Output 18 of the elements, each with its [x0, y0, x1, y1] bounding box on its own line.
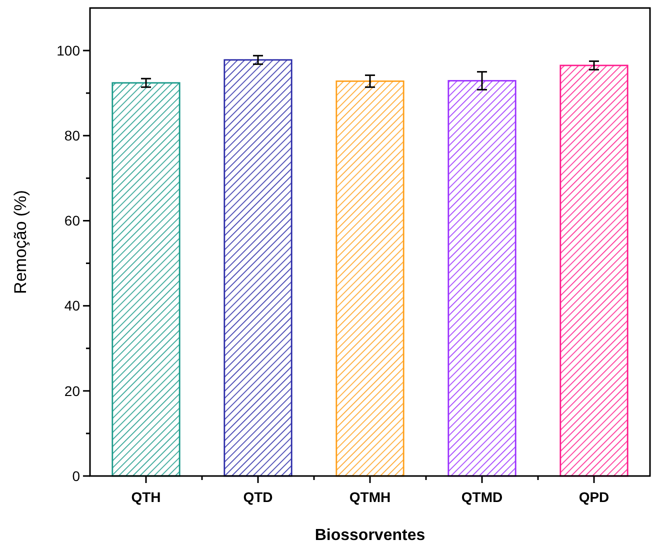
y-tick-label: 20 [64, 382, 80, 399]
bar [336, 80, 404, 477]
y-tick-label: 100 [56, 42, 80, 58]
x-tick-label: QTMH [349, 489, 391, 505]
bar [224, 59, 292, 477]
bar [560, 64, 628, 477]
y-tick-label: 60 [64, 212, 80, 229]
y-axis-title: Remoção (%) [11, 190, 30, 294]
bar [112, 82, 180, 477]
x-tick-label: QTH [131, 489, 161, 505]
x-tick-label: QTMD [461, 489, 503, 505]
y-tick-label: 0 [72, 468, 80, 484]
y-tick-label: 80 [64, 128, 80, 144]
bar [448, 80, 516, 477]
y-tick-label: 40 [64, 298, 80, 314]
x-tick-label: QPD [578, 489, 610, 505]
x-tick-label: QTD [243, 489, 273, 505]
x-axis-title: Biossorventes [314, 527, 426, 544]
